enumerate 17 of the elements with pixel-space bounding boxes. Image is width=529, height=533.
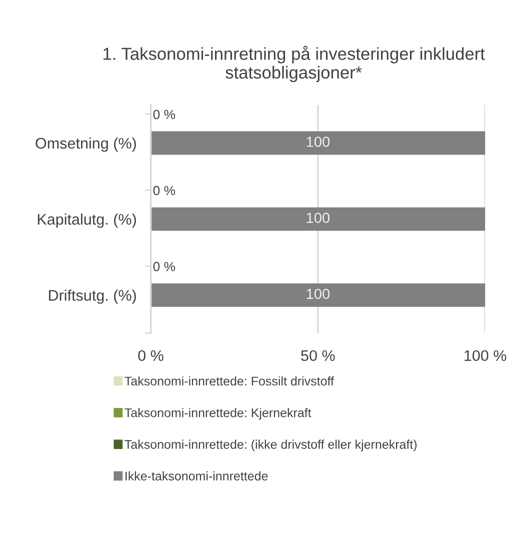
x-tick-label: 50 % [301, 350, 335, 362]
legend-label: Taksonomi-innrettede: Fossilt drivstoff [124, 376, 334, 386]
data-label: 100 [306, 212, 330, 223]
x-tick-label: 0 % [138, 350, 164, 362]
data-label: 0 % [153, 186, 176, 196]
data-label: 0 % [153, 262, 176, 272]
y-tick-label: Driftsutg. (%) [49, 290, 136, 304]
data-label: 100 [306, 136, 330, 147]
legend-label: Taksonomi-innrettede: (ikke drivstoff eller kjernekraft) [124, 440, 417, 452]
data-label: 100 [306, 288, 330, 300]
y-tick-label: Kapitalutg. (%) [38, 214, 136, 228]
y-tick-label: Omsetning (%) [36, 137, 136, 152]
legend-label: Ikke-taksonomi-innrettede [126, 471, 268, 480]
chart-title: 1. Taksonomi-innretning på investeringer inkludert statsobligasjoner* [104, 46, 485, 82]
legend-label: Taksonomi-innrettede: Kjernekraft [124, 408, 312, 420]
x-tick-label: 100 % [464, 350, 506, 362]
data-label: 0 % [153, 110, 176, 120]
